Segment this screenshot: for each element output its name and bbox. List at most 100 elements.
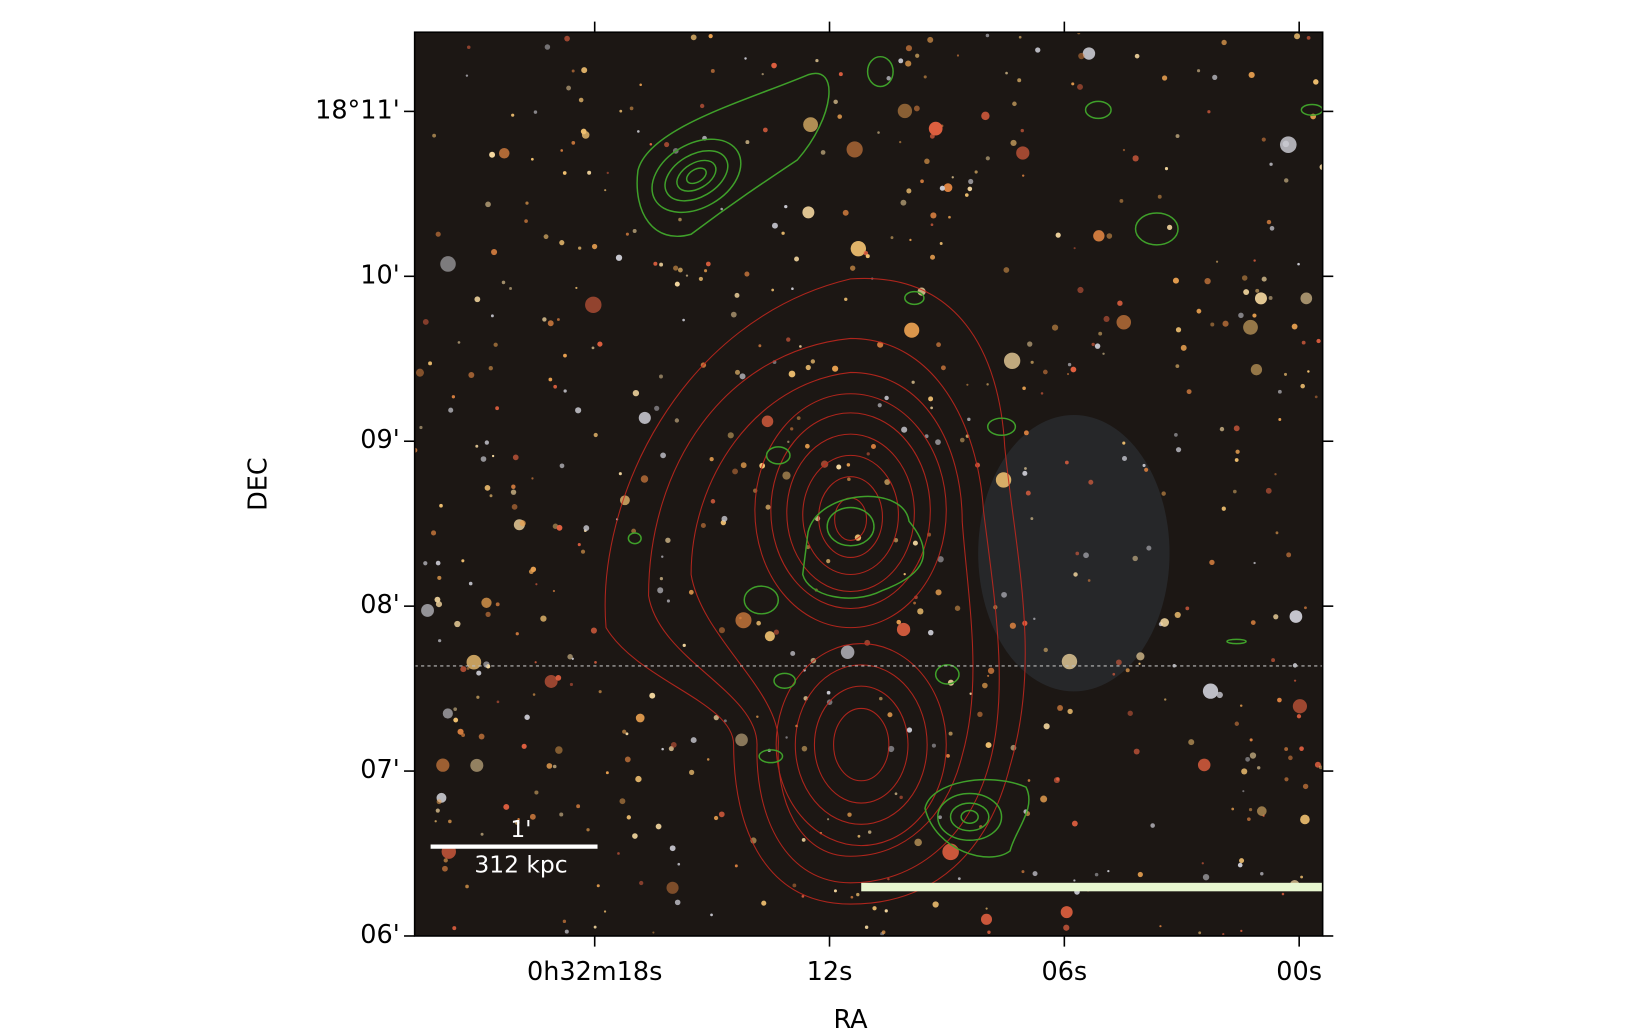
- star: [1127, 710, 1133, 716]
- star: [699, 103, 705, 109]
- star: [564, 929, 569, 934]
- star: [787, 440, 790, 444]
- star: [903, 573, 906, 576]
- star: [1260, 871, 1264, 876]
- star: [1159, 925, 1162, 928]
- star: [718, 627, 725, 634]
- star: [1032, 871, 1038, 877]
- star: [587, 170, 592, 175]
- star: [981, 111, 990, 121]
- star: [838, 72, 843, 77]
- star: [1071, 82, 1075, 86]
- star: [872, 906, 877, 911]
- star: [430, 530, 437, 536]
- star: [927, 36, 934, 43]
- star: [940, 365, 946, 371]
- star: [734, 292, 740, 298]
- star: [1164, 167, 1169, 171]
- star: [850, 240, 867, 257]
- star: [1056, 777, 1060, 781]
- star: [1300, 875, 1304, 879]
- star: [896, 619, 902, 625]
- star: [575, 407, 582, 414]
- star: [1277, 389, 1282, 394]
- y-tick-label: 10': [360, 260, 399, 290]
- star: [932, 901, 939, 908]
- star: [967, 186, 973, 192]
- star: [923, 75, 927, 79]
- star: [1175, 327, 1182, 333]
- star: [850, 265, 856, 271]
- star: [525, 201, 529, 205]
- star: [792, 883, 797, 888]
- star: [631, 528, 637, 534]
- star: [1250, 364, 1263, 376]
- star: [912, 540, 918, 546]
- star: [559, 463, 565, 469]
- star: [460, 666, 467, 673]
- star: [1001, 591, 1007, 598]
- star: [1161, 75, 1168, 81]
- y-tick-label: 06': [360, 920, 399, 950]
- star: [1318, 765, 1323, 770]
- star: [690, 737, 697, 744]
- star: [1247, 817, 1251, 822]
- star: [619, 798, 626, 805]
- star: [593, 432, 598, 438]
- star: [1198, 931, 1202, 935]
- star: [764, 631, 775, 642]
- star: [1070, 366, 1077, 373]
- star: [788, 370, 796, 378]
- star: [773, 629, 780, 635]
- star: [1283, 372, 1288, 376]
- star: [529, 813, 536, 820]
- frame: [413, 31, 1324, 937]
- star: [637, 130, 640, 133]
- star: [914, 838, 922, 847]
- star: [957, 877, 961, 881]
- star: [723, 719, 727, 723]
- x-tick-label: 00s: [1276, 957, 1322, 987]
- star: [995, 472, 1012, 488]
- star: [659, 262, 664, 267]
- star: [1022, 470, 1028, 476]
- star: [1091, 342, 1095, 347]
- star: [1212, 74, 1218, 80]
- star: [435, 808, 440, 813]
- star: [1017, 78, 1022, 83]
- star: [422, 319, 429, 325]
- star: [626, 815, 631, 820]
- star: [453, 717, 459, 723]
- star: [654, 405, 660, 411]
- star: [552, 764, 557, 769]
- star: [597, 341, 603, 347]
- y-tick-label: 09': [360, 425, 399, 455]
- star: [1252, 313, 1257, 318]
- star: [586, 828, 590, 832]
- star: [546, 763, 553, 769]
- star: [1063, 924, 1070, 931]
- star: [678, 217, 682, 222]
- star: [498, 147, 510, 159]
- star: [1243, 319, 1258, 335]
- star: [564, 35, 570, 42]
- star: [1293, 679, 1297, 682]
- star: [1075, 551, 1080, 556]
- star: [713, 815, 719, 821]
- star: [619, 109, 623, 113]
- star: [1196, 308, 1202, 314]
- star: [480, 456, 487, 462]
- star: [986, 383, 989, 386]
- star: [1304, 606, 1307, 610]
- star: [720, 207, 723, 211]
- star: [1222, 320, 1229, 327]
- star: [515, 632, 519, 636]
- star: [688, 589, 694, 595]
- star: [1238, 312, 1244, 319]
- scale-angle: 1': [510, 815, 531, 843]
- star: [534, 661, 537, 664]
- star: [1271, 658, 1276, 663]
- star: [1231, 807, 1235, 811]
- star: [443, 858, 448, 863]
- star: [590, 627, 597, 634]
